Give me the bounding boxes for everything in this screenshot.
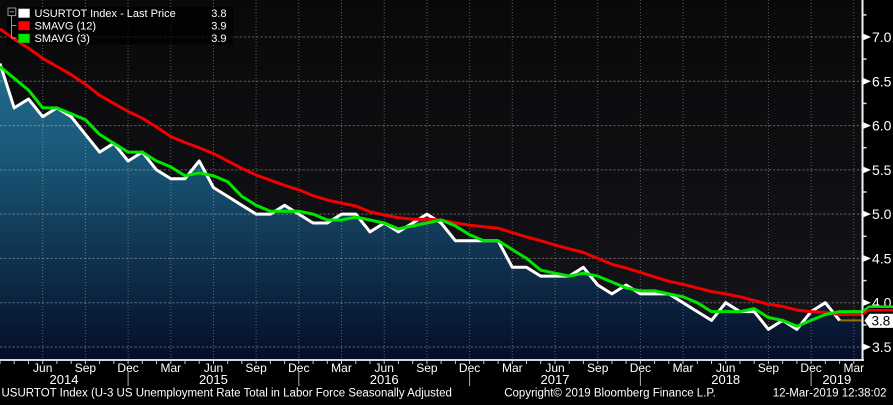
- svg-text:USURTOT Index (U-3 US Unemploy: USURTOT Index (U-3 US Unemployment Rate …: [2, 388, 452, 400]
- svg-text:SMAVG (3): SMAVG (3): [35, 33, 90, 45]
- svg-text:Mar: Mar: [160, 361, 181, 375]
- svg-text:2019: 2019: [822, 372, 851, 387]
- svg-text:7.0: 7.0: [872, 29, 892, 45]
- svg-text:Dec: Dec: [800, 361, 821, 375]
- svg-text:Sep: Sep: [245, 361, 267, 375]
- svg-text:2016: 2016: [370, 372, 399, 387]
- svg-text:USURTOT Index - Last Price: USURTOT Index - Last Price: [35, 8, 176, 20]
- svg-text:Jun: Jun: [375, 361, 394, 375]
- svg-text:Sep: Sep: [416, 361, 438, 375]
- svg-text:Jun: Jun: [33, 361, 52, 375]
- svg-text:Mar: Mar: [331, 361, 352, 375]
- svg-text:3.9: 3.9: [211, 21, 226, 33]
- svg-text:Jun: Jun: [204, 361, 223, 375]
- svg-text:Jun: Jun: [545, 361, 564, 375]
- svg-text:Jun: Jun: [716, 361, 735, 375]
- svg-text:Mar: Mar: [843, 361, 864, 375]
- svg-text:5.0: 5.0: [872, 206, 892, 222]
- svg-text:12-Mar-2019 12:38:02: 12-Mar-2019 12:38:02: [773, 388, 887, 400]
- svg-text:6.5: 6.5: [872, 73, 892, 89]
- svg-text:Dec: Dec: [117, 361, 138, 375]
- svg-text:Dec: Dec: [459, 361, 480, 375]
- svg-text:3.5: 3.5: [872, 339, 892, 355]
- svg-text:5.5: 5.5: [872, 162, 892, 178]
- svg-text:2015: 2015: [199, 372, 228, 387]
- svg-text:6.0: 6.0: [872, 118, 892, 134]
- svg-text:3.9: 3.9: [211, 33, 226, 45]
- svg-text:2017: 2017: [541, 372, 570, 387]
- svg-text:2018: 2018: [711, 372, 740, 387]
- svg-text:3.8: 3.8: [872, 314, 891, 329]
- svg-text:SMAVG (12): SMAVG (12): [35, 21, 97, 33]
- svg-text:Copyright© 2019 Bloomberg Fina: Copyright© 2019 Bloomberg Finance L.P.: [504, 388, 716, 400]
- svg-text:Sep: Sep: [587, 361, 609, 375]
- svg-text:Mar: Mar: [502, 361, 523, 375]
- svg-text:4.5: 4.5: [872, 250, 892, 266]
- svg-text:2014: 2014: [50, 372, 79, 387]
- svg-text:Sep: Sep: [75, 361, 97, 375]
- svg-text:Dec: Dec: [630, 361, 651, 375]
- svg-text:Dec: Dec: [288, 361, 309, 375]
- svg-text:Sep: Sep: [758, 361, 780, 375]
- svg-text:4.0: 4.0: [872, 295, 892, 311]
- svg-text:Mar: Mar: [673, 361, 694, 375]
- svg-text:3.8: 3.8: [211, 8, 226, 20]
